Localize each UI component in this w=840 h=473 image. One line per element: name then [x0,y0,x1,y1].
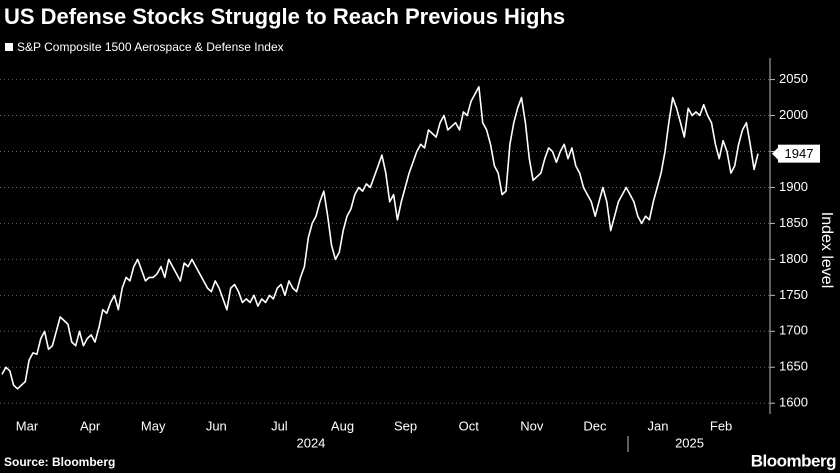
y-tick-label: 1800 [779,251,808,266]
x-tick-label: Aug [331,418,354,433]
source: Source: Bloomberg [4,455,115,469]
legend-label: S&P Composite 1500 Aerospace & Defense I… [17,40,284,54]
x-tick-label: Mar [16,418,39,433]
brand: Bloomberg [751,451,836,470]
y-tick-label: 1600 [779,395,808,410]
y-tick-label: 1850 [779,215,808,230]
last-value-box [778,144,820,163]
x-tick-label: Oct [459,418,480,433]
x-tick-label: Jun [206,418,227,433]
y-tick-label: 2050 [779,71,808,86]
x-tick-label: Dec [583,418,607,433]
x-group-label: 2024 [296,435,325,450]
y-axis-label: Index level [818,212,835,289]
y-tick-label: 1750 [779,287,808,302]
x-tick-label: Jul [271,418,288,433]
legend-swatch [5,43,13,51]
y-tick-label: 1650 [779,359,808,374]
x-group-label: 2025 [675,435,704,450]
x-tick-label: Jan [648,418,669,433]
x-tick-label: Feb [710,418,732,433]
y-tick-label: 1700 [779,323,808,338]
x-tick-label: Apr [80,418,101,433]
y-tick-label: 1900 [779,179,808,194]
line [1,86,759,390]
last-value-pointer [772,147,778,160]
last-value-label: 1947 [785,146,814,161]
chart-title: US Defense Stocks Struggle to Reach Prev… [4,4,565,29]
y-tick-label: 2000 [779,107,808,122]
x-tick-label: Sep [394,418,417,433]
x-tick-label: Nov [520,418,544,433]
x-tick-label: May [141,418,166,433]
